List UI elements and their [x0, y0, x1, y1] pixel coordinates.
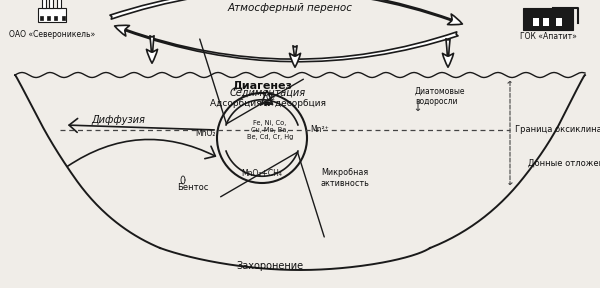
Bar	[49, 0, 53, 8]
Bar	[40, 16, 43, 20]
Text: Диатомовые
водоросли: Диатомовые водоросли	[415, 86, 466, 106]
FancyArrowPatch shape	[67, 139, 215, 166]
Text: Бентос: Бентос	[178, 183, 209, 192]
FancyArrowPatch shape	[146, 36, 158, 63]
FancyArrowPatch shape	[115, 25, 458, 62]
Text: O₂: O₂	[265, 94, 275, 103]
Bar	[57, 0, 61, 8]
Bar	[42, 0, 46, 8]
Bar	[543, 18, 549, 26]
Text: Граница оксиклина: Граница оксиклина	[515, 126, 600, 134]
Text: ОАО «Североникель»: ОАО «Североникель»	[9, 30, 95, 39]
Bar	[62, 16, 65, 20]
FancyArrowPatch shape	[442, 39, 454, 67]
Text: Диагенез: Диагенез	[232, 80, 292, 90]
FancyArrowPatch shape	[289, 46, 301, 67]
Bar	[556, 18, 562, 26]
Text: MnO₂+CH₄: MnO₂+CH₄	[242, 168, 283, 177]
Bar	[47, 16, 50, 20]
Bar	[54, 16, 57, 20]
Bar	[533, 18, 539, 26]
Text: Mn²⁺: Mn²⁺	[310, 126, 329, 134]
Text: Атмосферный перенос: Атмосферный перенос	[227, 3, 353, 13]
FancyArrowPatch shape	[69, 118, 214, 132]
Text: Адсорбция ⇌ десорбция: Адсорбция ⇌ десорбция	[210, 98, 326, 107]
FancyArrowPatch shape	[262, 91, 272, 105]
Text: Микробная
активность: Микробная активность	[320, 168, 370, 188]
Text: Захоронение: Захоронение	[236, 261, 304, 271]
Text: Fe, Ni, Co,
Cu, Mo, Ba,
Be, Cd, Cr, Hg: Fe, Ni, Co, Cu, Mo, Ba, Be, Cd, Cr, Hg	[247, 120, 293, 140]
FancyBboxPatch shape	[38, 8, 66, 22]
Bar	[523, 8, 573, 30]
Text: Седиментация: Седиментация	[230, 88, 306, 98]
Text: MnO₂: MnO₂	[196, 128, 216, 137]
Text: Диффузия: Диффузия	[91, 115, 145, 125]
Text: Донные отложения: Донные отложения	[528, 158, 600, 168]
FancyArrowPatch shape	[110, 0, 463, 25]
Text: ГОК «Апатит»: ГОК «Апатит»	[520, 32, 577, 41]
